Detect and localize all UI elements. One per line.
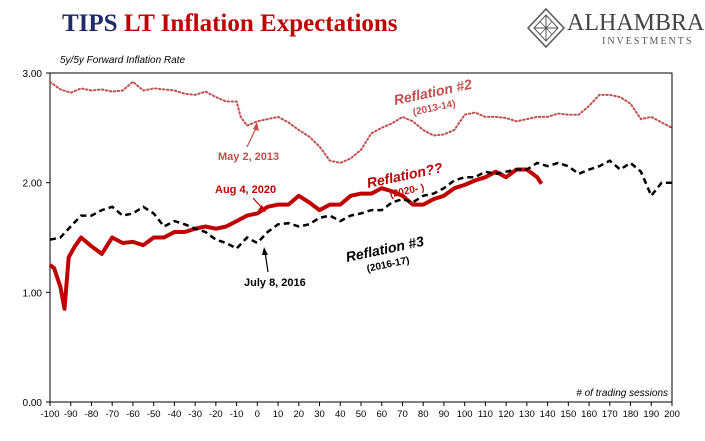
chart-title: TIPS LT Inflation Expectations: [62, 10, 398, 38]
x-tick-label: 150: [560, 409, 576, 420]
x-tick-label: 130: [519, 409, 535, 420]
y-tick-label: 0.00: [23, 398, 43, 409]
y-tick-label: 3.00: [23, 69, 43, 80]
x-tick-label: 140: [540, 409, 556, 420]
x-tick-label: -50: [147, 409, 161, 420]
x-tick-label: 170: [602, 409, 618, 420]
label-reflation-2: Reflation #2(2013-14): [392, 76, 473, 119]
x-tick-label: 20: [294, 409, 305, 420]
x-tick-label: -100: [40, 409, 59, 420]
x-tick-label: -10: [230, 409, 244, 420]
x-tick-label: -30: [188, 409, 202, 420]
y-tick-label: 2.00: [23, 179, 43, 190]
x-tick-label: -90: [64, 409, 78, 420]
title-part-tips: TIPS: [62, 10, 118, 37]
x-axis-label: # of trading sessions: [576, 388, 668, 399]
y-tick-label: 1.00: [23, 288, 43, 299]
alhambra-logo: ALHAMBRA INVESTMENTS: [527, 8, 704, 52]
x-tick-label: 100: [457, 409, 473, 420]
x-tick-label: 110: [478, 409, 493, 420]
x-tick-label: 80: [418, 409, 429, 420]
x-tick-label: 70: [397, 409, 408, 420]
x-tick-label: 10: [273, 409, 284, 420]
annotation-arrowhead-2020: [258, 205, 266, 212]
x-tick-label: 180: [623, 409, 639, 420]
x-tick-label: 120: [498, 409, 514, 420]
label-reflation-3: Reflation #3(2016-17): [344, 233, 425, 275]
series-line-dashed: [49, 159, 672, 251]
chart-subtitle: 5y/5y Forward Inflation Rate: [60, 55, 185, 66]
x-tick-label: 0: [255, 409, 260, 420]
logo-name: ALHAMBRA: [567, 10, 705, 36]
x-tick-label: 50: [356, 409, 367, 420]
annotation-arrowhead-2013: [253, 122, 259, 131]
annotation-july-8-2016: July 8, 2016: [244, 277, 306, 289]
x-tick-label: -70: [105, 409, 119, 420]
series-line-dotted: [49, 80, 673, 164]
x-tick-label: 40: [335, 409, 346, 420]
annotation-arrow-2016: [264, 251, 269, 273]
annotation-arrowhead-2016: [262, 247, 268, 255]
series-line-solid: [48, 167, 544, 311]
x-tick-label: -20: [209, 409, 223, 420]
annotation-aug-4-2020: Aug 4, 2020: [215, 184, 276, 196]
plot-frame: [49, 72, 673, 403]
x-tick-label: -60: [126, 409, 140, 420]
diamond-logo-icon: [527, 8, 565, 48]
x-tick-label: 200: [664, 409, 680, 420]
x-tick-label: -40: [168, 409, 182, 420]
title-part-main: LT Inflation Expectations: [123, 10, 398, 37]
x-tick-label: -80: [85, 409, 99, 420]
logo-subtitle: INVESTMENTS: [602, 36, 694, 47]
x-tick-label: 160: [581, 409, 597, 420]
annotation-may-2-2013: May 2, 2013: [218, 151, 279, 163]
x-tick-label: 60: [376, 409, 387, 420]
x-tick-label: 30: [314, 409, 325, 420]
x-tick-label: 90: [439, 409, 450, 420]
x-tick-label: 190: [643, 409, 659, 420]
